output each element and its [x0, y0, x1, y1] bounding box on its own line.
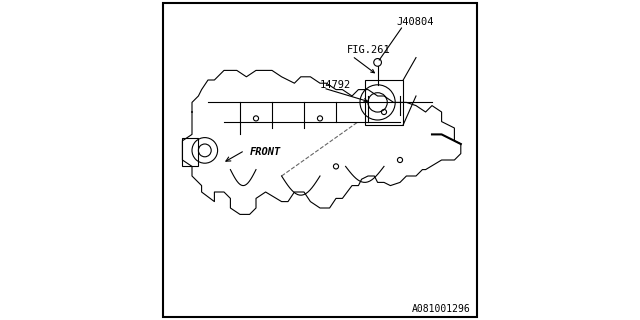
Text: J40804: J40804: [397, 17, 435, 28]
Text: 14792: 14792: [320, 80, 351, 90]
Text: A081001296: A081001296: [412, 304, 470, 314]
Polygon shape: [182, 70, 461, 214]
Text: FIG.261: FIG.261: [347, 44, 391, 55]
Text: FRONT: FRONT: [250, 147, 281, 157]
